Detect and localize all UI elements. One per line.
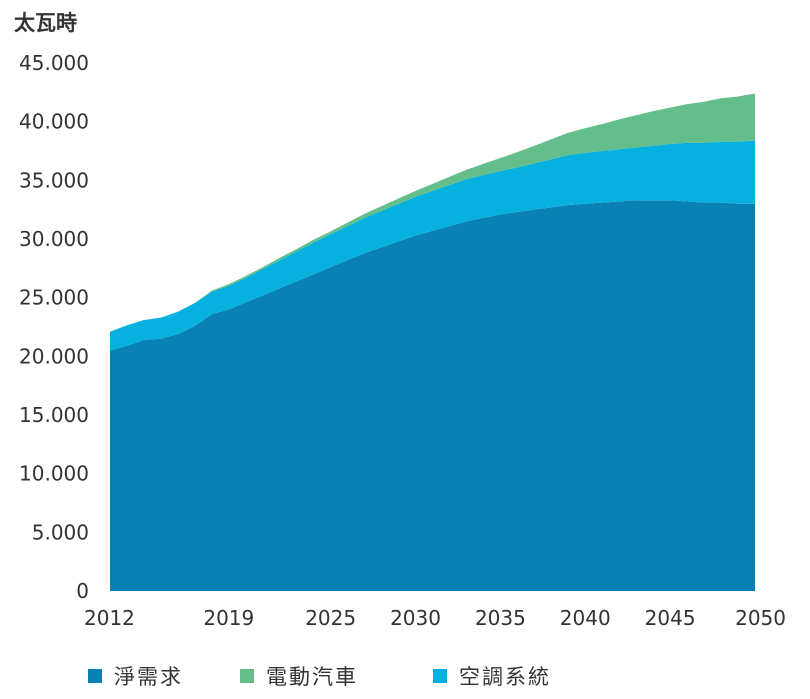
legend-electric-vehicles-label: 電動汽車 [266, 665, 358, 689]
y-tick-label: 35.000 [19, 168, 89, 192]
area-net-demand [110, 200, 755, 591]
y-tick-label: 5.000 [32, 520, 89, 544]
y-tick-label: 25.000 [19, 286, 89, 310]
y-tick-label: 45.000 [19, 51, 89, 75]
x-tick-label: 2050 [735, 606, 786, 630]
legend-net-demand-label: 淨需求 [114, 665, 183, 689]
x-tick-label: 2035 [475, 606, 526, 630]
y-tick-label: 10.000 [19, 462, 89, 486]
legend-net-demand-swatch [88, 669, 102, 683]
x-tick-label: 2040 [560, 606, 611, 630]
x-tick-label: 2045 [645, 606, 696, 630]
y-axis: 0 5.000 10.000 15.000 20.000 25.000 30.000 35.0… [19, 51, 89, 603]
x-tick-label: 2019 [203, 606, 254, 630]
legend-electric-vehicles-swatch [240, 669, 254, 683]
x-tick-label: 2030 [390, 606, 441, 630]
area-series-group [110, 93, 755, 591]
y-tick-label: 15.000 [19, 403, 89, 427]
x-axis: 2012 2019 2025 2030 2035 2040 2045 2050 [84, 606, 786, 630]
legend-air-conditioning-label: 空調系統 [459, 665, 551, 689]
y-tick-label: 0 [76, 579, 89, 603]
area-electric-vehicles [110, 93, 755, 332]
y-tick-label: 20.000 [19, 344, 89, 368]
legend-air-conditioning-swatch [433, 669, 447, 683]
x-tick-label: 2025 [305, 606, 356, 630]
area-air-conditioning [110, 140, 755, 351]
legend: 淨需求 電動汽車 空調系統 [88, 665, 551, 689]
x-tick-label: 2012 [84, 606, 135, 630]
unit-label: 太瓦時 [14, 11, 77, 35]
y-tick-label: 40.000 [19, 110, 89, 134]
y-tick-label: 30.000 [19, 227, 89, 251]
